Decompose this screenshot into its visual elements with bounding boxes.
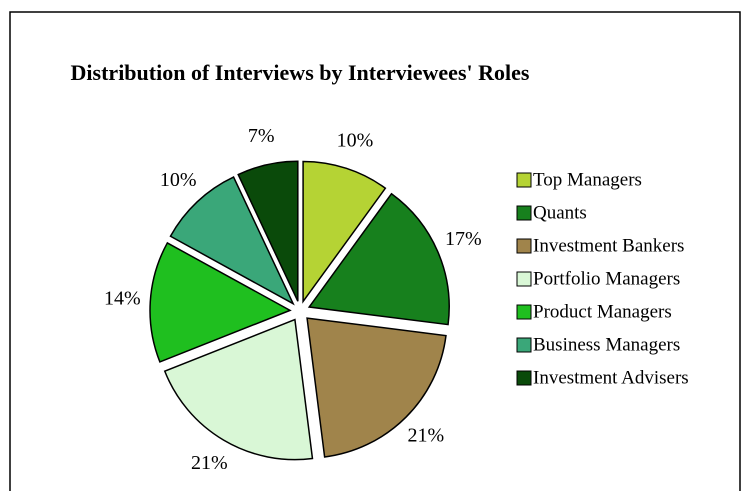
pie-slice: [307, 192, 450, 326]
legend-swatch: [516, 337, 532, 353]
data-label: 14%: [104, 287, 141, 309]
data-label: 17%: [445, 228, 482, 250]
legend-swatch: [516, 271, 532, 287]
chart-title: Distribution of Interviews by Interviewe…: [70, 60, 530, 85]
legend-label: Product Managers: [533, 301, 672, 322]
legend-label: Investment Bankers: [533, 235, 684, 256]
data-label: 10%: [160, 169, 197, 191]
legend-swatch: [516, 172, 532, 188]
pie-slice: [169, 176, 295, 306]
pie-slice: [302, 160, 387, 304]
legend-swatch: [516, 304, 532, 320]
legend-label: Investment Advisers: [533, 367, 689, 388]
legend-swatch: [516, 205, 532, 221]
pie-slice: [237, 160, 299, 302]
legend-swatch: [516, 370, 532, 386]
data-label: 21%: [408, 424, 445, 446]
legend-label: Business Managers: [533, 334, 680, 355]
title-box: Distribution of Interviews by Interviewe…: [70, 60, 530, 85]
pie-slice: [306, 317, 447, 458]
legend-label: Top Managers: [533, 169, 642, 190]
data-label: 21%: [191, 452, 228, 474]
pie-slice: [163, 318, 314, 461]
data-label: 10%: [337, 129, 374, 151]
pie-slice: [149, 241, 292, 363]
legend-label: Portfolio Managers: [533, 268, 680, 289]
legend-swatch: [516, 238, 532, 254]
data-label: 7%: [248, 125, 275, 147]
legend-label: Quants: [533, 202, 587, 223]
